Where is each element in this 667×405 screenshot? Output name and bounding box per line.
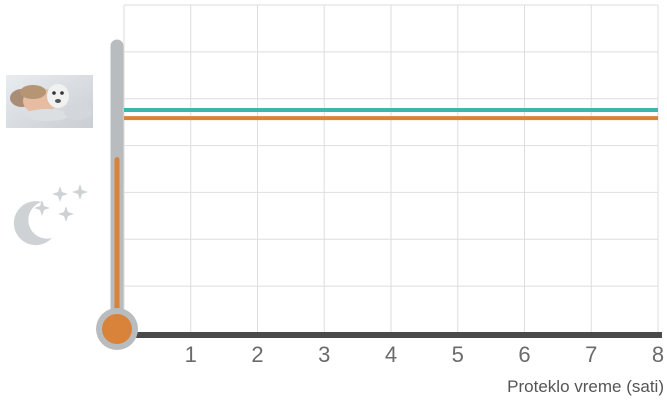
thermometer-bulb (102, 314, 132, 344)
series-layer (124, 107, 658, 121)
x-tick-label: 7 (585, 342, 597, 367)
x-tick-label: 8 (652, 342, 664, 367)
thermometer (96, 39, 138, 350)
grid (123, 4, 662, 338)
x-tick-label: 4 (385, 342, 397, 367)
x-tick-label: 5 (452, 342, 464, 367)
x-axis-line (124, 332, 662, 338)
x-axis-label: Proteklo vreme (sati) (507, 377, 664, 396)
x-tick-label: 3 (318, 342, 330, 367)
x-tick-labels: 1 2 3 4 5 6 7 8 (185, 342, 665, 367)
moon-stars-icon (13, 184, 88, 246)
sleeping-child-photo (6, 75, 93, 128)
x-tick-label: 6 (518, 342, 530, 367)
x-tick-label: 1 (185, 342, 197, 367)
x-tick-label: 2 (251, 342, 263, 367)
